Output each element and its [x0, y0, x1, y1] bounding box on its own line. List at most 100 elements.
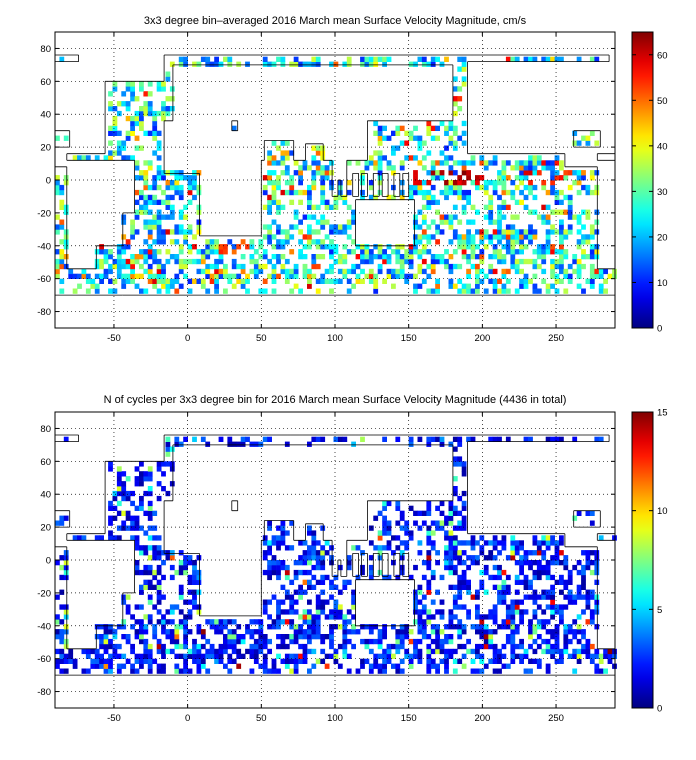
bin-cell [466, 229, 471, 235]
bin-cell [121, 619, 127, 625]
bin-cell [267, 229, 272, 235]
bin-cell [492, 184, 498, 191]
bin-cell [346, 278, 352, 284]
bin-cell [470, 239, 476, 245]
bin-cell [196, 653, 202, 659]
bin-cell [320, 545, 326, 551]
bin-cell [267, 150, 272, 156]
bin-cell [572, 436, 578, 442]
bin-cell [342, 258, 348, 265]
bin-cell [298, 199, 303, 205]
bin-cell [236, 638, 242, 645]
bin-cell [116, 500, 122, 507]
bin-cell [426, 589, 432, 595]
bin-cell [169, 604, 175, 610]
bin-cell [532, 170, 538, 176]
bin-cell [382, 258, 387, 265]
bin-cell [94, 288, 100, 294]
bin-cell [523, 579, 529, 585]
bin-cell [205, 273, 211, 279]
bin-cell [183, 229, 188, 235]
bin-cell [497, 436, 502, 442]
bin-cell [417, 180, 423, 186]
bin-cell [448, 584, 454, 590]
bin-cell [360, 194, 365, 201]
bin-cell [271, 619, 277, 625]
bin-cell [421, 140, 427, 146]
bin-cell [567, 624, 573, 630]
bin-cell [594, 184, 600, 191]
bin-cell [271, 560, 277, 566]
bin-cell [161, 486, 166, 492]
bin-cell [395, 145, 401, 151]
bin-cell [169, 278, 175, 284]
bin-cell [563, 234, 569, 240]
bin-cell [267, 175, 272, 181]
bin-cell [130, 500, 135, 507]
bin-cell [262, 254, 268, 260]
bin-cell [452, 624, 458, 630]
bin-cell [417, 629, 423, 635]
bin-cell [421, 520, 427, 526]
bin-cell [448, 648, 454, 655]
bin-cell [457, 520, 463, 526]
bin-cell [262, 638, 268, 645]
bin-cell [280, 520, 286, 526]
bin-cell [240, 638, 246, 645]
bin-cell [452, 668, 458, 674]
bin-cell [598, 268, 604, 275]
bin-cell [581, 550, 586, 556]
bin-cell [329, 268, 334, 275]
bin-cell [253, 249, 259, 255]
bin-cell [448, 609, 454, 615]
bin-cell [302, 268, 308, 275]
bin-cell [572, 634, 578, 640]
bin-cell [178, 268, 184, 275]
bin-cell [139, 481, 144, 487]
bin-cell [196, 249, 202, 255]
bin-cell [147, 263, 153, 270]
bin-cell [267, 224, 272, 230]
bin-cell [377, 550, 383, 556]
bin-cell [417, 249, 423, 255]
bin-cell [550, 629, 555, 635]
bin-cell [196, 209, 202, 215]
bin-cell [532, 624, 538, 630]
bin-cell [320, 189, 326, 196]
bin-cell [386, 653, 392, 659]
bin-cell [289, 545, 295, 551]
bin-cell [227, 668, 233, 674]
bin-cell [108, 658, 113, 664]
bin-cell [262, 184, 268, 191]
bin-cell [594, 648, 600, 655]
bin-cell [139, 106, 144, 112]
bin-cell [514, 574, 520, 581]
bin-cell [461, 584, 467, 590]
bin-cell [324, 175, 330, 181]
bin-cell [165, 204, 171, 210]
bin-cell [594, 663, 600, 669]
bin-cell [337, 184, 343, 191]
bin-cell [130, 115, 135, 122]
bin-cell [307, 530, 312, 536]
bin-cell [139, 194, 144, 201]
bin-cell [461, 189, 467, 196]
bin-cell [307, 184, 312, 191]
bin-cell [514, 249, 520, 255]
bin-cell [161, 283, 166, 289]
bin-cell [408, 61, 414, 67]
bin-cell [134, 273, 140, 279]
bin-cell [514, 288, 520, 294]
bin-cell [541, 56, 547, 62]
bin-cell [386, 254, 392, 260]
bin-cell [209, 273, 215, 279]
bin-cell [130, 648, 135, 655]
bin-cell [479, 619, 485, 625]
bin-cell [116, 535, 122, 541]
bin-cell [408, 273, 414, 279]
bin-cell [320, 525, 326, 531]
bin-cell [426, 658, 432, 664]
bin-cell [121, 244, 127, 250]
bin-cell [488, 436, 494, 442]
bin-cell [466, 239, 471, 245]
